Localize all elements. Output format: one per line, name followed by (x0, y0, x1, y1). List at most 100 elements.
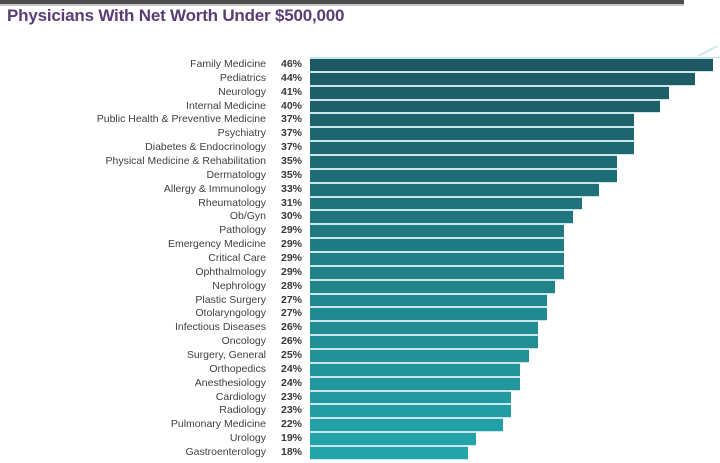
bar (310, 418, 503, 433)
bar (310, 210, 573, 225)
value-label: 26% (280, 335, 302, 348)
plot-top-border-line (310, 57, 720, 58)
value-label: 30% (280, 210, 302, 223)
bar (310, 113, 635, 128)
bar-track (310, 321, 720, 336)
value-label: 22% (280, 418, 302, 431)
chart-row: Internal Medicine 40% (0, 99, 720, 114)
chart-row: Physical Medicine & Rehabilitation 35% (0, 155, 720, 169)
bar-track (310, 376, 720, 391)
bar (310, 335, 538, 350)
chart-row: Allergy & Immunology 33% (0, 182, 720, 197)
chart-row: Pulmonary Medicine 22% (0, 418, 720, 433)
value-label: 28% (280, 279, 302, 292)
bar (310, 71, 696, 86)
category-label: Infectious Diseases (174, 321, 266, 334)
chart-row: Anesthesiology 24% (0, 376, 720, 391)
chart-row: Oncology 26% (0, 335, 720, 350)
chart-row: Psychiatry 37% (0, 127, 720, 142)
bar (310, 168, 617, 183)
value-label: 37% (280, 127, 302, 140)
bar-track (310, 238, 720, 253)
value-label: 23% (280, 404, 302, 417)
bar (310, 141, 635, 156)
bar-track (310, 168, 720, 183)
bar-track (310, 418, 720, 433)
chart-row: Surgery, General 25% (0, 349, 720, 363)
bar (310, 196, 582, 211)
bar-track (310, 58, 720, 72)
chart-row: Emergency Medicine 29% (0, 238, 720, 253)
value-label: 46% (280, 58, 302, 70)
bar-track (310, 127, 720, 142)
value-label: 25% (280, 349, 302, 362)
category-label: Radiology (219, 404, 266, 417)
bar-track (310, 155, 720, 169)
value-label: 29% (280, 265, 302, 278)
category-label: Otolaryngology (195, 307, 266, 320)
category-label: Dermatology (206, 168, 266, 181)
category-label: Neurology (218, 85, 266, 98)
category-label: Cardiology (215, 390, 266, 403)
value-label: 27% (280, 293, 302, 306)
bar (310, 293, 547, 308)
bar-track (310, 404, 720, 419)
value-label: 40% (280, 99, 302, 112)
chart-row: Otolaryngology 27% (0, 307, 720, 322)
bar-track (310, 349, 720, 363)
bar-track (310, 71, 720, 86)
value-label: 31% (280, 196, 302, 209)
bar (310, 446, 468, 460)
chart-row: Critical Care 29% (0, 252, 720, 266)
category-label: Gastroenterology (185, 446, 266, 459)
category-label: Urology (229, 432, 266, 445)
decorative-swoosh (697, 45, 718, 57)
chart-row: Public Health & Preventive Medicine 37% (0, 113, 720, 128)
bar-track (310, 335, 720, 350)
bar-track (310, 432, 720, 447)
chart-row: Family Medicine 46% (0, 58, 720, 72)
category-label: Anesthesiology (194, 376, 266, 389)
category-label: Rheumatology (198, 196, 266, 209)
category-label: Psychiatry (217, 127, 266, 140)
bar-track (310, 362, 720, 377)
category-label: Physical Medicine & Rehabilitation (105, 155, 267, 168)
bar (310, 321, 538, 336)
value-label: 26% (280, 321, 302, 334)
value-label: 19% (280, 432, 302, 445)
category-label: Ob/Gyn (229, 210, 266, 223)
value-label: 27% (280, 307, 302, 320)
category-label: Pulmonary Medicine (170, 418, 266, 431)
value-label: 44% (280, 71, 302, 84)
category-label: Diabetes & Endocrinology (145, 141, 266, 154)
chart-row: Rheumatology 31% (0, 196, 720, 211)
value-label: 33% (280, 182, 302, 195)
bar-track (310, 85, 720, 100)
value-label: 29% (280, 252, 302, 265)
chart-row: Pediatrics 44% (0, 71, 720, 86)
chart-row: Urology 19% (0, 432, 720, 447)
chart-title: Physicians With Net Worth Under $500,000 (7, 6, 345, 25)
category-label: Family Medicine (190, 58, 266, 70)
chart-row: Gastroenterology 18% (0, 446, 720, 460)
bar-track (310, 210, 720, 225)
bar (310, 58, 713, 72)
bar-track (310, 182, 720, 197)
value-label: 41% (280, 85, 302, 98)
bar (310, 279, 556, 294)
bar (310, 362, 521, 377)
chart-row: Cardiology 23% (0, 390, 720, 405)
category-label: Pathology (219, 224, 266, 237)
bar (310, 238, 565, 253)
bar-track (310, 307, 720, 322)
chart-row: Dermatology 35% (0, 168, 720, 183)
bar-track (310, 279, 720, 294)
value-label: 29% (280, 238, 302, 251)
bar-track (310, 141, 720, 156)
chart-row: Plastic Surgery 27% (0, 293, 720, 308)
chart-row: Nephrology 28% (0, 279, 720, 294)
value-label: 29% (280, 224, 302, 237)
category-label: Critical Care (208, 252, 266, 265)
value-label: 35% (280, 155, 302, 168)
